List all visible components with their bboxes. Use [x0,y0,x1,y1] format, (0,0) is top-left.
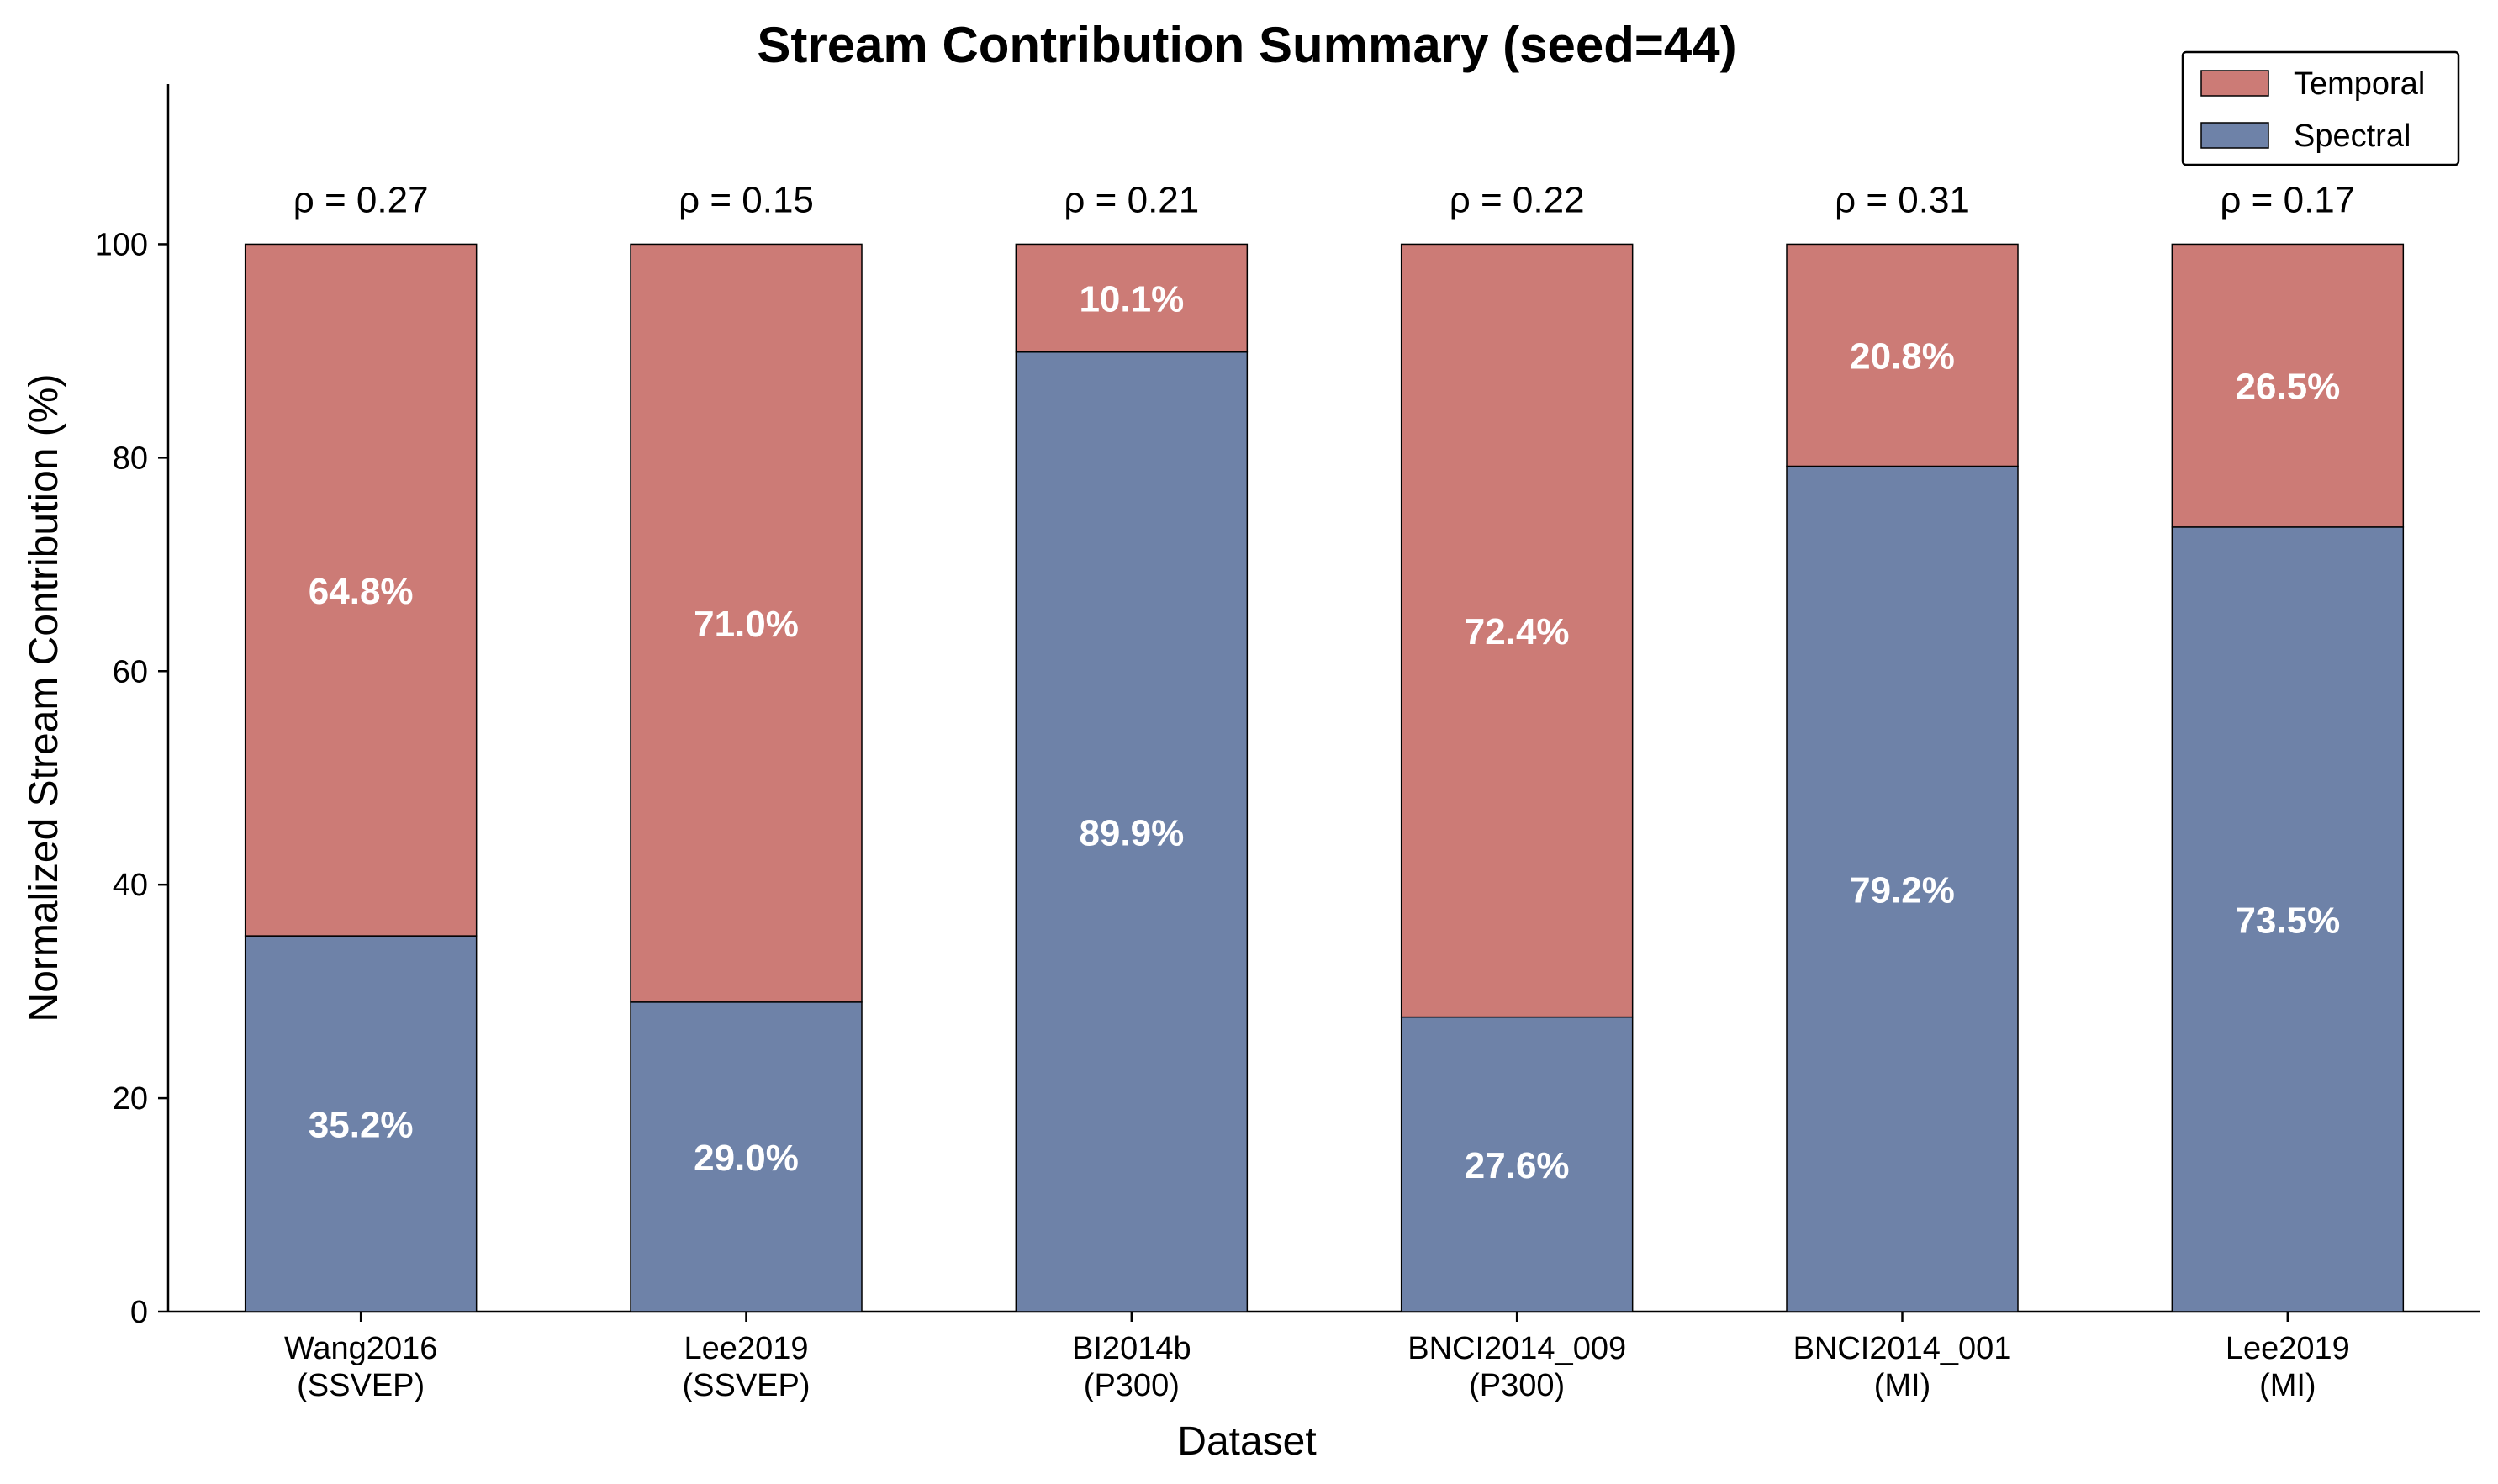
x-tick-label-name: Lee2019 [684,1331,809,1366]
bar-temporal [1786,243,2019,467]
rho-annotation: ρ = 0.21 [1064,179,1199,220]
y-tick-label: 40 [113,868,148,903]
chart-title: Stream Contribution Summary (seed=44) [757,17,1736,73]
legend-swatch-temporal [2200,70,2269,97]
x-tick-label-name: Lee2019 [2226,1331,2350,1366]
bar-label-temporal: 20.8% [1850,335,1955,377]
x-tick-label-paradigm: (P300) [1469,1368,1565,1403]
x-axis-label: Dataset [1177,1419,1316,1464]
y-tick-label: 100 [95,227,148,262]
x-tick-label-name: BNCI2014_009 [1407,1331,1626,1366]
rho-annotation: ρ = 0.27 [293,179,429,220]
x-tick-label-name: BI2014b [1072,1331,1191,1366]
y-tick-label: 20 [113,1081,148,1117]
bar-spectral [1400,1016,1634,1312]
bar-label-spectral: 29.0% [694,1138,799,1179]
x-tick-label-paradigm: (SSVEP) [682,1368,810,1403]
x-tick-label-paradigm: (MI) [2259,1368,2316,1403]
bar-label-spectral: 89.9% [1079,812,1184,853]
y-axis-label: Normalized Stream Contribution (%) [22,374,66,1022]
legend: Temporal Spectral [2181,50,2460,166]
y-tick-label: 0 [130,1295,148,1330]
x-tick-label-name: BNCI2014_001 [1793,1331,2012,1366]
bar-label-spectral: 73.5% [2235,900,2340,941]
legend-label-spectral: Spectral [2294,119,2411,154]
x-tick-label-paradigm: (SSVEP) [297,1368,425,1403]
bar-label-spectral: 27.6% [1465,1145,1570,1186]
x-tick-label-paradigm: (MI) [1874,1368,1931,1403]
rho-annotation: ρ = 0.15 [679,179,814,220]
x-tick-label-name: Wang2016 [284,1331,437,1366]
bar-spectral [244,935,478,1312]
bar-label-temporal: 26.5% [2235,367,2340,408]
y-tick-label: 60 [113,654,148,689]
x-tick-label-paradigm: (P300) [1084,1368,1180,1403]
legend-swatch-spectral [2200,122,2269,149]
rho-annotation: ρ = 0.22 [1450,179,1585,220]
bar-label-temporal: 10.1% [1079,279,1184,320]
bar-temporal [2171,243,2405,528]
bar-temporal [1400,243,1634,1018]
bar-spectral [1015,351,1249,1312]
bar-label-spectral: 79.2% [1850,869,1955,911]
bar-label-spectral: 35.2% [309,1105,414,1146]
bar-temporal [1015,243,1249,353]
bar-temporal [244,243,478,937]
rho-annotation: ρ = 0.17 [2220,179,2355,220]
legend-label-temporal: Temporal [2294,66,2425,102]
y-tick-label: 80 [113,441,148,476]
bar-label-temporal: 64.8% [309,571,414,612]
bar-temporal [630,243,863,1003]
bar-label-temporal: 71.0% [694,604,799,645]
rho-annotation: ρ = 0.31 [1835,179,1970,220]
bar-label-temporal: 72.4% [1465,611,1570,652]
